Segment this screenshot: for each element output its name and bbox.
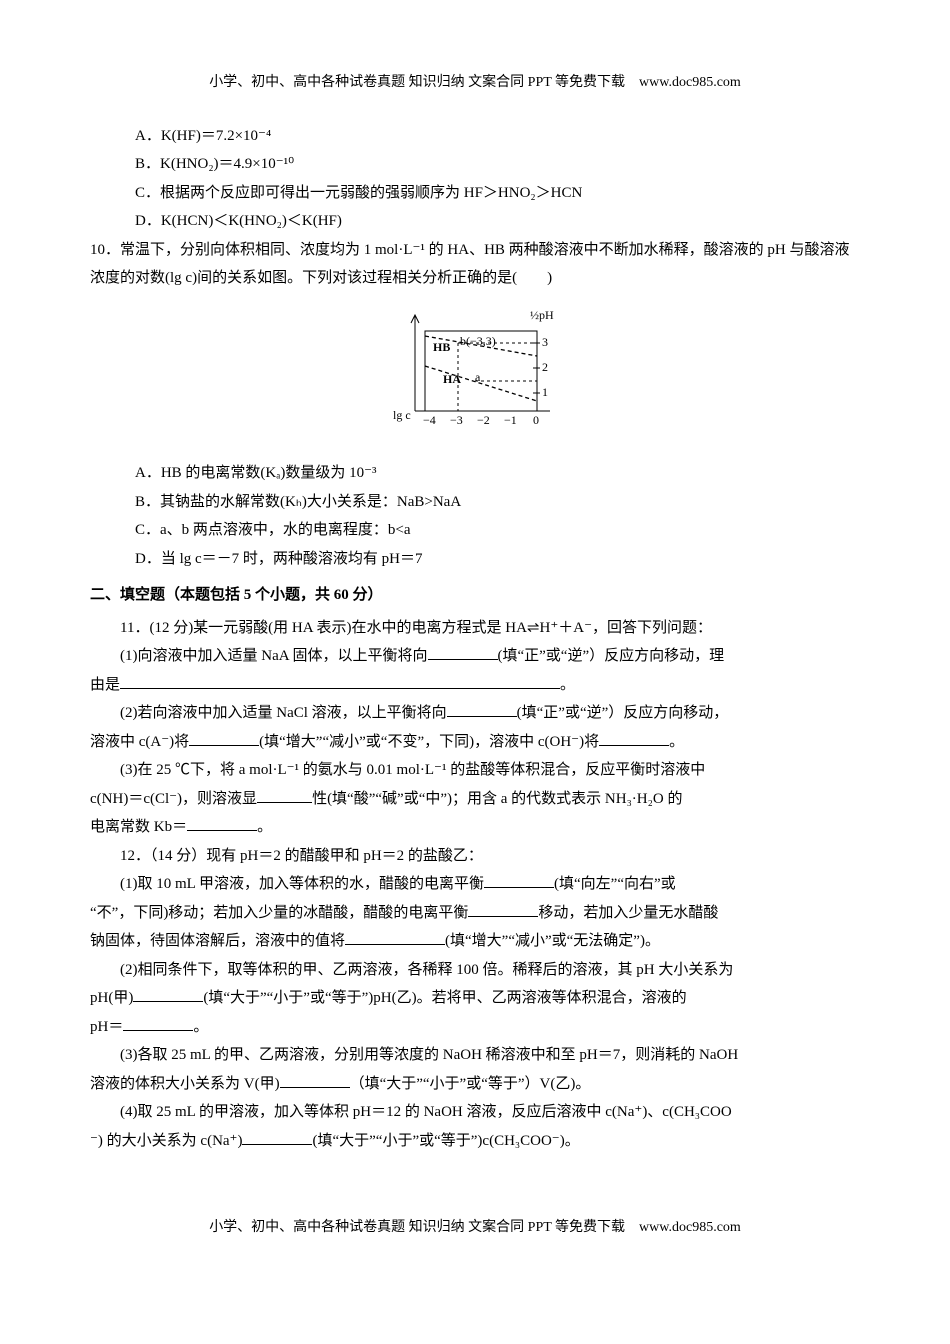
q11-1-cont: 由是 。	[90, 671, 860, 700]
graph-svg: ½pH lg c −4 −3 −2 −1 0 1 2 3 HB b(−3,3)	[375, 301, 575, 441]
q11-2e: 。	[669, 734, 684, 750]
q11-2d: (填“增大”“减小”或“不变”，下同)，溶液中 c(OH⁻)将	[259, 734, 599, 750]
q11-1d: 。	[560, 677, 575, 693]
q12-1: (1)取 10 mL 甲溶液，加入等体积的水，醋酸的电离平衡 (填“向左”“向右”…	[90, 870, 860, 899]
blank	[257, 787, 312, 803]
q12-3a: (3)各取 25 mL 的甲、乙两溶液，分别用等浓度的 NaOH 稀溶液中和至 …	[120, 1047, 738, 1063]
svg-text:b(−3,3): b(−3,3)	[460, 334, 496, 348]
xlabel: lg c	[393, 408, 411, 422]
svg-text:−1: −1	[504, 413, 517, 427]
q10-option-b: B．其钠盐的水解常数(Kₕ)大小关系是：NaB>NaA	[135, 488, 860, 517]
q12-3: (3)各取 25 mL 的甲、乙两溶液，分别用等浓度的 NaOH 稀溶液中和至 …	[90, 1041, 860, 1070]
q11-1a: (1)向溶液中加入适量 NaA 固体，以上平衡将向	[120, 648, 428, 664]
q11-1b: (填“正”或“逆”）反应方向移动，理	[498, 648, 725, 664]
blank	[133, 986, 203, 1002]
q12-4: (4)取 25 mL 的甲溶液，加入等体积 pH＝12 的 NaOH 溶液，反应…	[90, 1098, 860, 1127]
blank	[345, 929, 445, 945]
blank	[599, 730, 669, 746]
q12-2b: pH(甲)	[90, 990, 133, 1006]
blank	[187, 815, 257, 831]
q12-3c: （填“大于”“小于”或“等于”）V(乙)。	[350, 1076, 591, 1092]
q12-1a: (1)取 10 mL 甲溶液，加入等体积的水，醋酸的电离平衡	[120, 876, 484, 892]
q11-3d: 电离常数 Kb＝	[90, 819, 187, 835]
blank	[447, 701, 517, 717]
q12-1e: 钠固体，待固体溶解后，溶液中的值将	[90, 933, 345, 949]
q10-option-c: C．a、b 两点溶液中，水的电离程度：b<a	[135, 516, 860, 545]
q12-2e: 。	[193, 1019, 208, 1035]
q11-2-cont: 溶液中 c(A⁻)将 (填“增大”“减小”或“不变”，下同)，溶液中 c(OH⁻)…	[90, 728, 860, 757]
option-a: A．K(HF)＝7.2×10⁻⁴	[135, 122, 860, 151]
q11-1c: 由是	[90, 677, 120, 693]
q12-2d: pH＝	[90, 1019, 123, 1035]
q12-1c: “不”，下同)移动；若加入少量的冰醋酸，醋酸的电离平衡	[90, 905, 468, 921]
q11-3: (3)在 25 ℃下，将 a mol·L⁻¹ 的氨水与 0.01 mol·L⁻¹…	[90, 756, 860, 785]
q12-4-cont: ⁻) 的大小关系为 c(Na⁺) (填“大于”“小于”或“等于”)c(CH₃COO…	[90, 1127, 860, 1156]
q11-2b: (填“正”或“逆”）反应方向移动，	[517, 705, 729, 721]
q11-3-cont2: 电离常数 Kb＝ 。	[90, 813, 860, 842]
q10-figure: ½pH lg c −4 −3 −2 −1 0 1 2 3 HB b(−3,3)	[90, 301, 860, 452]
q12-2-cont1: pH(甲) (填“大于”“小于”或“等于”)pH(乙)。若将甲、乙两溶液等体积混合…	[90, 984, 860, 1013]
q12-2c: (填“大于”“小于”或“等于”)pH(乙)。若将甲、乙两溶液等体积混合，溶液的	[203, 990, 686, 1006]
page-footer: 小学、初中、高中各种试卷真题 知识归纳 文案合同 PPT 等免费下载 www.d…	[90, 1215, 860, 1242]
option-d: D．K(HCN)＜K(HNO₂)＜K(HF)	[135, 207, 860, 236]
option-b: B．K(HNO₂)＝4.9×10⁻¹⁰	[135, 150, 860, 179]
q12-2a: (2)相同条件下，取等体积的甲、乙两溶液，各稀释 100 倍。稀释后的溶液，其 …	[120, 962, 733, 978]
q11-2a: (2)若向溶液中加入适量 NaCl 溶液，以上平衡将向	[120, 705, 447, 721]
svg-text:HB: HB	[433, 340, 450, 354]
q12-4b: ⁻) 的大小关系为 c(Na⁺)	[90, 1133, 242, 1149]
q11-3a: (3)在 25 ℃下，将 a mol·L⁻¹ 的氨水与 0.01 mol·L⁻¹…	[120, 762, 705, 778]
blank	[468, 901, 538, 917]
ylabel: ½pH	[530, 308, 554, 322]
q12-1f: (填“增大”“减小”或“无法确定”)。	[445, 933, 660, 949]
svg-text:1: 1	[542, 385, 548, 399]
q11-1: (1)向溶液中加入适量 NaA 固体，以上平衡将向 (填“正”或“逆”）反应方向移…	[90, 642, 860, 671]
q12-4a: (4)取 25 mL 的甲溶液，加入等体积 pH＝12 的 NaOH 溶液，反应…	[120, 1104, 732, 1120]
q12-2-cont2: pH＝ 。	[90, 1013, 860, 1042]
q12-1-cont2: 钠固体，待固体溶解后，溶液中的值将 (填“增大”“减小”或“无法确定”)。	[90, 927, 860, 956]
svg-text:2: 2	[542, 360, 548, 374]
blank	[484, 872, 554, 888]
option-c: C．根据两个反应即可得出一元弱酸的强弱顺序为 HF＞HNO₂＞HCN	[135, 179, 860, 208]
svg-text:HA: HA	[443, 372, 461, 386]
q12-1b: (填“向左”“向右”或	[554, 876, 676, 892]
svg-text:−4: −4	[423, 413, 436, 427]
q10-option-d: D．当 lg c＝－7 时，两种酸溶液均有 pH＝7	[135, 545, 860, 574]
q11-stem: 11．(12 分)某一元弱酸(用 HA 表示)在水中的电离方程式是 HA⇌H⁺＋…	[90, 614, 860, 643]
page-header: 小学、初中、高中各种试卷真题 知识归纳 文案合同 PPT 等免费下载 www.d…	[90, 70, 860, 97]
blank	[123, 1015, 193, 1031]
q11-3c: 性(填“酸”“碱”或“中”)；用含 a 的代数式表示 NH₃·H₂O 的	[312, 791, 682, 807]
q12-stem: 12．（14 分）现有 pH＝2 的醋酸甲和 pH＝2 的盐酸乙：	[90, 842, 860, 871]
q10-stem: 10．常温下，分别向体积相同、浓度均为 1 mol·L⁻¹ 的 HA、HB 两种…	[90, 236, 860, 293]
svg-text:−2: −2	[477, 413, 490, 427]
svg-text:a: a	[475, 370, 481, 384]
q11-2c: 溶液中 c(A⁻)将	[90, 734, 189, 750]
blank	[428, 644, 498, 660]
svg-text:−3: −3	[450, 413, 463, 427]
blank	[280, 1072, 350, 1088]
q12-4c: (填“大于”“小于”或“等于”)c(CH₃COO⁻)。	[312, 1133, 579, 1149]
svg-text:3: 3	[542, 335, 548, 349]
q12-2: (2)相同条件下，取等体积的甲、乙两溶液，各稀释 100 倍。稀释后的溶液，其 …	[90, 956, 860, 985]
blank	[120, 673, 560, 689]
q12-3-cont: 溶液的体积大小关系为 V(甲) （填“大于”“小于”或“等于”）V(乙)。	[90, 1070, 860, 1099]
blank	[242, 1129, 312, 1145]
q11-2: (2)若向溶液中加入适量 NaCl 溶液，以上平衡将向 (填“正”或“逆”）反应方…	[90, 699, 860, 728]
section2-heading: 二、填空题（本题包括 5 个小题，共 60 分）	[90, 581, 860, 610]
svg-text:0: 0	[533, 413, 539, 427]
q12-3b: 溶液的体积大小关系为 V(甲)	[90, 1076, 280, 1092]
q11-3e: 。	[257, 819, 272, 835]
q10-option-a: A．HB 的电离常数(Kₐ)数量级为 10⁻³	[135, 459, 860, 488]
q12-1d: 移动，若加入少量无水醋酸	[538, 905, 718, 921]
q11-3b: c(NH)＝c(Cl⁻)，则溶液显	[90, 791, 257, 807]
q11-3-cont1: c(NH)＝c(Cl⁻)，则溶液显 性(填“酸”“碱”或“中”)；用含 a 的代数…	[90, 785, 860, 814]
q12-1-cont1: “不”，下同)移动；若加入少量的冰醋酸，醋酸的电离平衡 移动，若加入少量无水醋酸	[90, 899, 860, 928]
blank	[189, 730, 259, 746]
